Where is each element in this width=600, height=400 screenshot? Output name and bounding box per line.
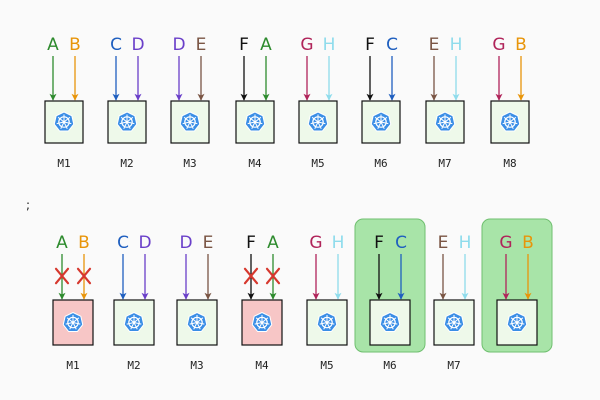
input-letter-A: A [47,35,59,55]
kubernetes-icon [316,312,338,333]
input-letter-F: F [239,35,249,55]
input-letter-E: E [203,233,214,253]
input-letter-D: D [138,233,151,253]
machine-1-5: G H M5 [298,35,338,170]
machine-label: M1 [66,359,79,372]
input-letter-G: G [492,35,505,55]
input-letter-F: F [374,233,384,253]
machine-label: M6 [374,157,387,170]
machine-2-1: A B M1 [52,233,94,372]
input-letter-C: C [395,233,407,253]
machine-label: M7 [438,157,451,170]
kubernetes-icon [123,312,145,333]
kubernetes-icon [179,111,201,132]
kubernetes-icon [499,111,521,132]
blocked-x-icon [54,267,70,285]
input-letter-E: E [196,35,207,55]
machine-label: M4 [248,157,262,170]
input-letter-A: A [56,233,68,253]
input-letter-B: B [522,233,534,253]
kubernetes-icon [379,312,401,333]
machine-label: M3 [190,359,203,372]
input-letter-B: B [78,233,90,253]
input-letter-F: F [246,233,256,253]
machine-label: M6 [383,359,396,372]
kubernetes-icon [53,111,75,132]
kubernetes-icon [506,312,528,333]
kubernetes-icon [116,111,138,132]
machine-label: M8 [503,157,516,170]
input-letter-A: A [260,35,272,55]
input-letter-H: H [450,35,463,55]
machine-label: M4 [255,359,269,372]
blocked-x-icon [76,267,92,285]
machine-1-4: F A M4 [235,35,275,170]
machine-1-6: F C M6 [361,35,401,170]
kubernetes-icon [434,111,456,132]
input-letter-B: B [515,35,527,55]
machine-label: M1 [57,157,70,170]
input-letter-G: G [300,35,313,55]
machine-1-2: C D M2 [107,35,147,170]
input-letter-C: C [110,35,122,55]
machine-box [113,299,155,346]
kubernetes-icon [186,312,208,333]
input-letter-B: B [69,35,81,55]
input-letter-G: G [309,233,322,253]
machine-1-1: A B M1 [44,35,84,170]
machine-label: M2 [127,359,140,372]
input-letter-D: D [179,233,192,253]
input-letter-E: E [429,35,440,55]
kubernetes-icon [370,111,392,132]
input-letter-H: H [323,35,336,55]
machine-label: M2 [120,157,133,170]
machine-2-4: F A M4 [241,233,283,372]
machine-2-5: G H M5 [306,233,348,372]
machine-label: M5 [320,359,333,372]
machine-2-3: D E M3 [176,233,218,372]
machine-1-8: G B M8 [490,35,530,170]
machine-label: M5 [311,157,324,170]
machine-label: M3 [183,157,196,170]
machine-2-2: C D M2 [113,233,155,372]
stray-mark: ; [26,198,30,212]
machine-2-7: E H M7 [433,233,475,372]
input-letter-F: F [365,35,375,55]
machine-2-6: F C M6 [354,218,426,372]
machine-1-3: D E M3 [170,35,210,170]
kubernetes-icon [443,312,465,333]
input-letter-G: G [499,233,512,253]
input-letter-H: H [459,233,472,253]
input-letter-D: D [131,35,144,55]
input-letter-A: A [267,233,279,253]
input-letter-H: H [332,233,345,253]
kubernetes-icon [307,111,329,132]
blocked-x-icon [243,267,259,285]
blocked-x-icon [265,267,281,285]
machine-label: M7 [447,359,460,372]
machine-1-7: E H M7 [425,35,465,170]
input-letter-D: D [172,35,185,55]
kubernetes-icon [62,312,84,333]
input-letter-C: C [117,233,129,253]
kubernetes-icon [251,312,273,333]
kubernetes-icon [244,111,266,132]
input-letter-C: C [386,35,398,55]
input-letter-E: E [438,233,449,253]
